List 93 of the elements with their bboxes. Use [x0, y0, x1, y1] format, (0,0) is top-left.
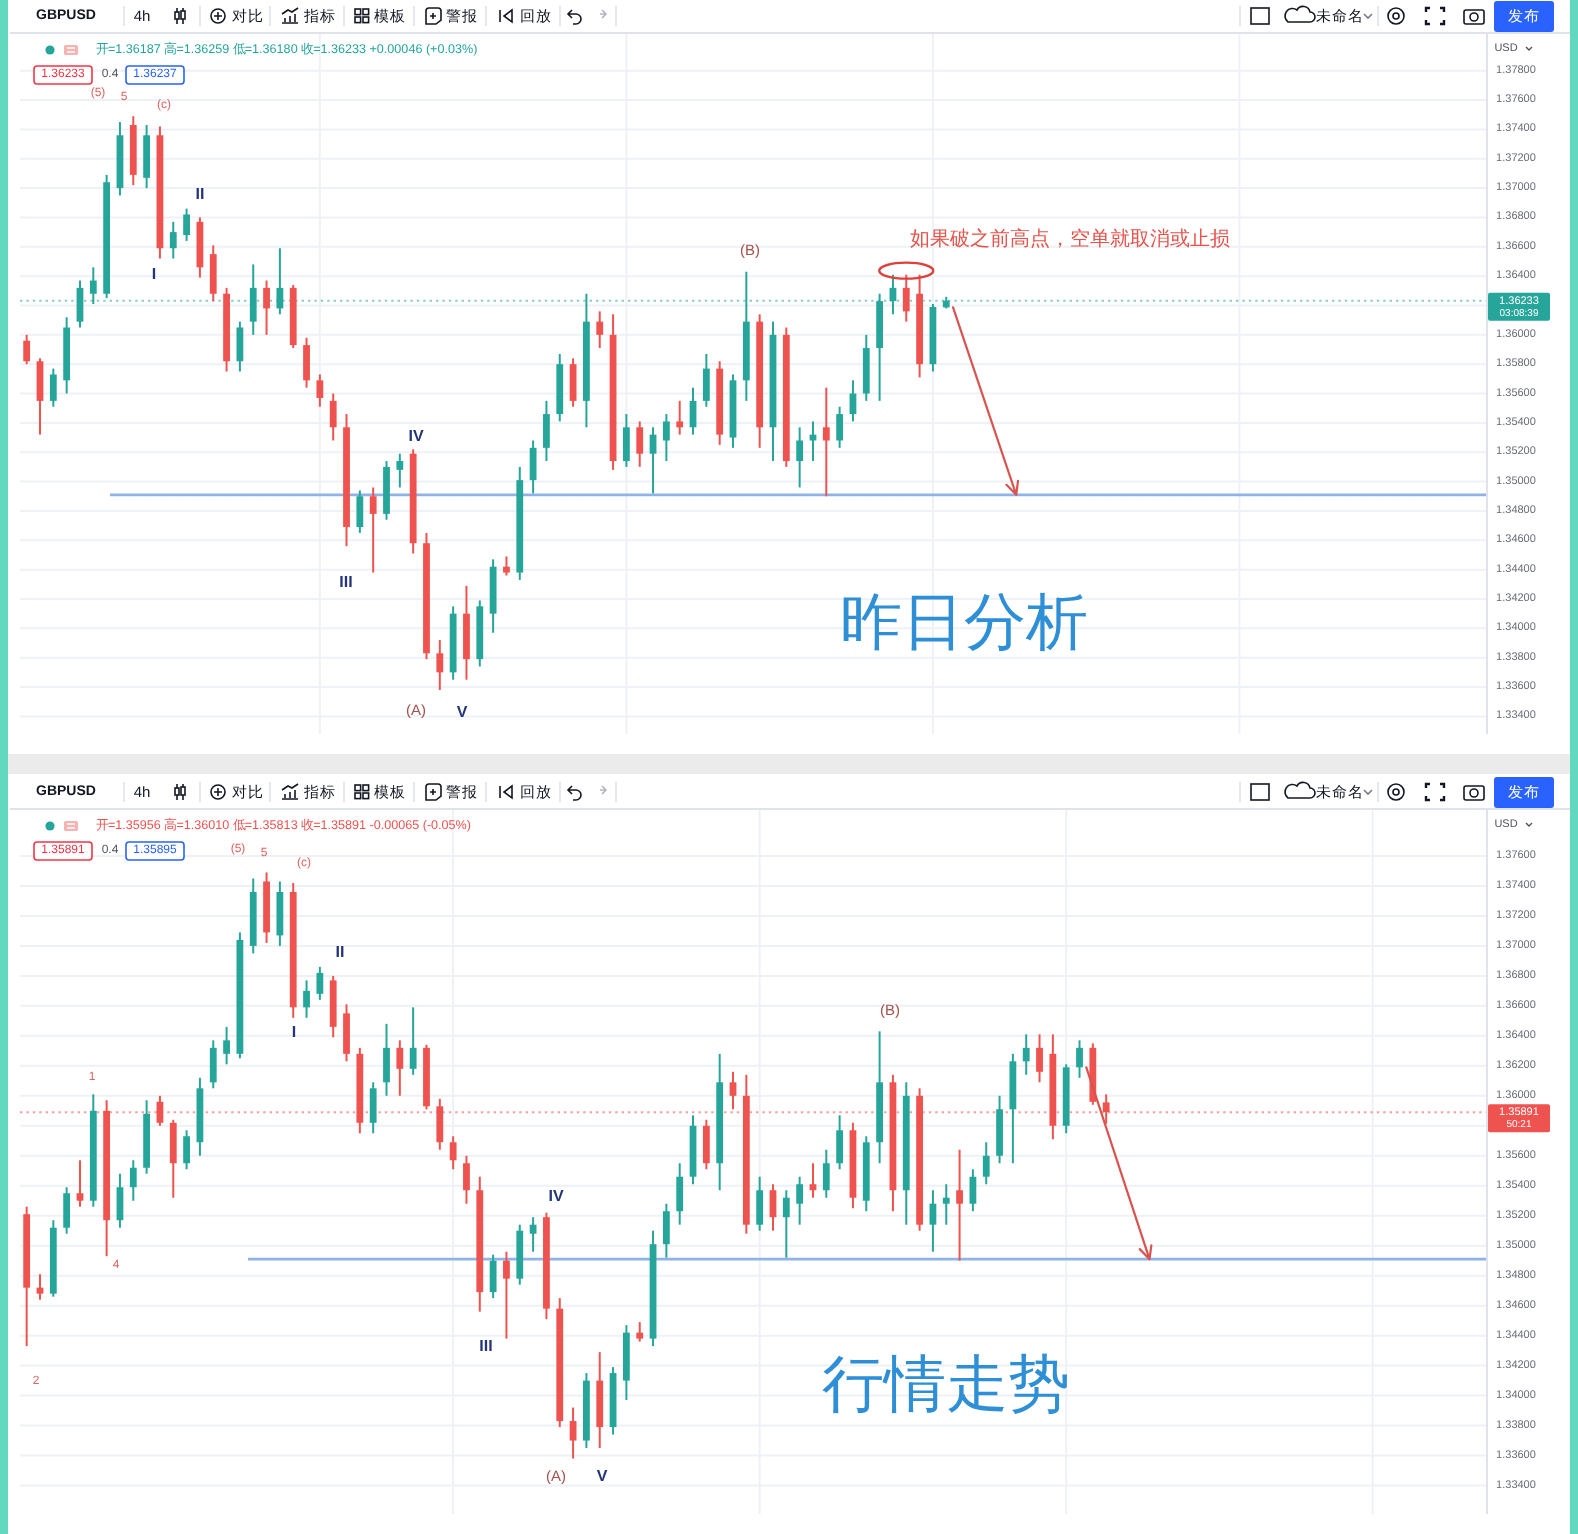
candlestick — [902, 273, 910, 323]
candlestick — [169, 220, 177, 260]
candlestick — [1036, 1033, 1043, 1084]
candlestick — [1076, 1039, 1083, 1079]
annotation: II — [195, 185, 205, 203]
candlestick — [822, 386, 830, 498]
candlestick — [183, 207, 190, 242]
candlestick — [183, 1129, 190, 1171]
candlestick — [263, 279, 270, 336]
candlestick — [996, 1094, 1003, 1165]
candlestick — [636, 420, 644, 468]
candlestick — [796, 1175, 804, 1226]
candlestick — [756, 1175, 764, 1232]
candlestick — [822, 1148, 830, 1199]
candlestick — [396, 1039, 404, 1097]
candlestick — [836, 405, 844, 449]
candlestick — [622, 1324, 630, 1402]
candlestick — [529, 439, 537, 495]
candlestick — [956, 1148, 963, 1262]
candlestick — [49, 367, 57, 408]
candlestick — [76, 1159, 84, 1208]
candlestick — [369, 1081, 377, 1135]
candlestick — [982, 1141, 990, 1186]
annotation: II — [335, 943, 345, 961]
candlestick — [89, 266, 97, 306]
candlestick — [143, 123, 151, 190]
candlestick — [449, 1135, 457, 1171]
candlestick — [489, 1253, 497, 1300]
candlestick — [356, 489, 364, 534]
candlestick — [383, 460, 390, 521]
annotation: V — [596, 1467, 609, 1485]
candlestick — [329, 392, 337, 442]
candlestick — [836, 1114, 844, 1171]
candlestick — [622, 413, 630, 468]
text: 昨日分析 — [840, 587, 1088, 657]
candlestick — [782, 1189, 790, 1259]
candlestick — [409, 1006, 417, 1076]
candlestick — [343, 1003, 350, 1063]
candlestick — [276, 880, 284, 947]
candlestick — [169, 1118, 177, 1199]
candlestick — [489, 558, 497, 634]
candlestick — [23, 333, 31, 366]
candlestick — [729, 1070, 737, 1111]
candlestick — [596, 310, 604, 350]
candlestick — [436, 1097, 444, 1151]
candlestick — [316, 965, 324, 1001]
candlestick — [249, 263, 257, 336]
candlestick — [876, 292, 884, 402]
candlestick — [276, 247, 284, 316]
candlestick — [862, 333, 870, 402]
candlestick — [503, 555, 510, 577]
annotation: IV — [408, 427, 425, 445]
candlestick — [636, 1321, 644, 1343]
candlestick — [436, 639, 444, 691]
candlestick — [942, 1183, 950, 1226]
candlestick — [676, 1162, 684, 1226]
candlestick — [63, 1186, 71, 1235]
candlestick — [209, 244, 217, 303]
annotation: III — [339, 573, 353, 591]
candlestick — [329, 974, 337, 1039]
candlestick — [796, 426, 804, 489]
annotation: I — [151, 265, 157, 283]
candlestick — [1022, 1033, 1030, 1076]
annotation: I — [291, 1023, 297, 1041]
annotation: IV — [548, 1187, 565, 1205]
candlestick — [596, 1351, 604, 1450]
candlestick — [503, 1250, 510, 1340]
candlestick — [316, 373, 324, 408]
candlestick — [369, 486, 377, 574]
candlestick — [662, 1202, 670, 1259]
candlestick — [662, 413, 670, 463]
candlestick — [303, 979, 310, 1019]
candlestick — [383, 1022, 390, 1097]
candlestick — [1009, 1052, 1017, 1165]
candlestick — [516, 1223, 524, 1286]
candlestick — [396, 452, 404, 489]
candlestick — [303, 336, 310, 389]
candlestick — [676, 399, 684, 436]
candlestick — [529, 1216, 537, 1253]
candlestick — [463, 584, 470, 681]
candlestick — [543, 399, 550, 463]
annotation: 如果破之前高点，空单就取消或止损 — [910, 227, 1230, 251]
candlestick — [129, 1159, 137, 1202]
annotation: V — [456, 703, 469, 721]
candlestick — [702, 352, 710, 408]
candlestick — [209, 1039, 217, 1090]
text: 行情走势 — [822, 1349, 1070, 1419]
candlestick — [1102, 1093, 1110, 1125]
candlestick — [223, 1025, 230, 1066]
candlestick — [702, 1118, 710, 1171]
candlestick — [569, 1406, 577, 1460]
candlestick — [463, 1154, 470, 1205]
annotation: III — [479, 1337, 493, 1355]
